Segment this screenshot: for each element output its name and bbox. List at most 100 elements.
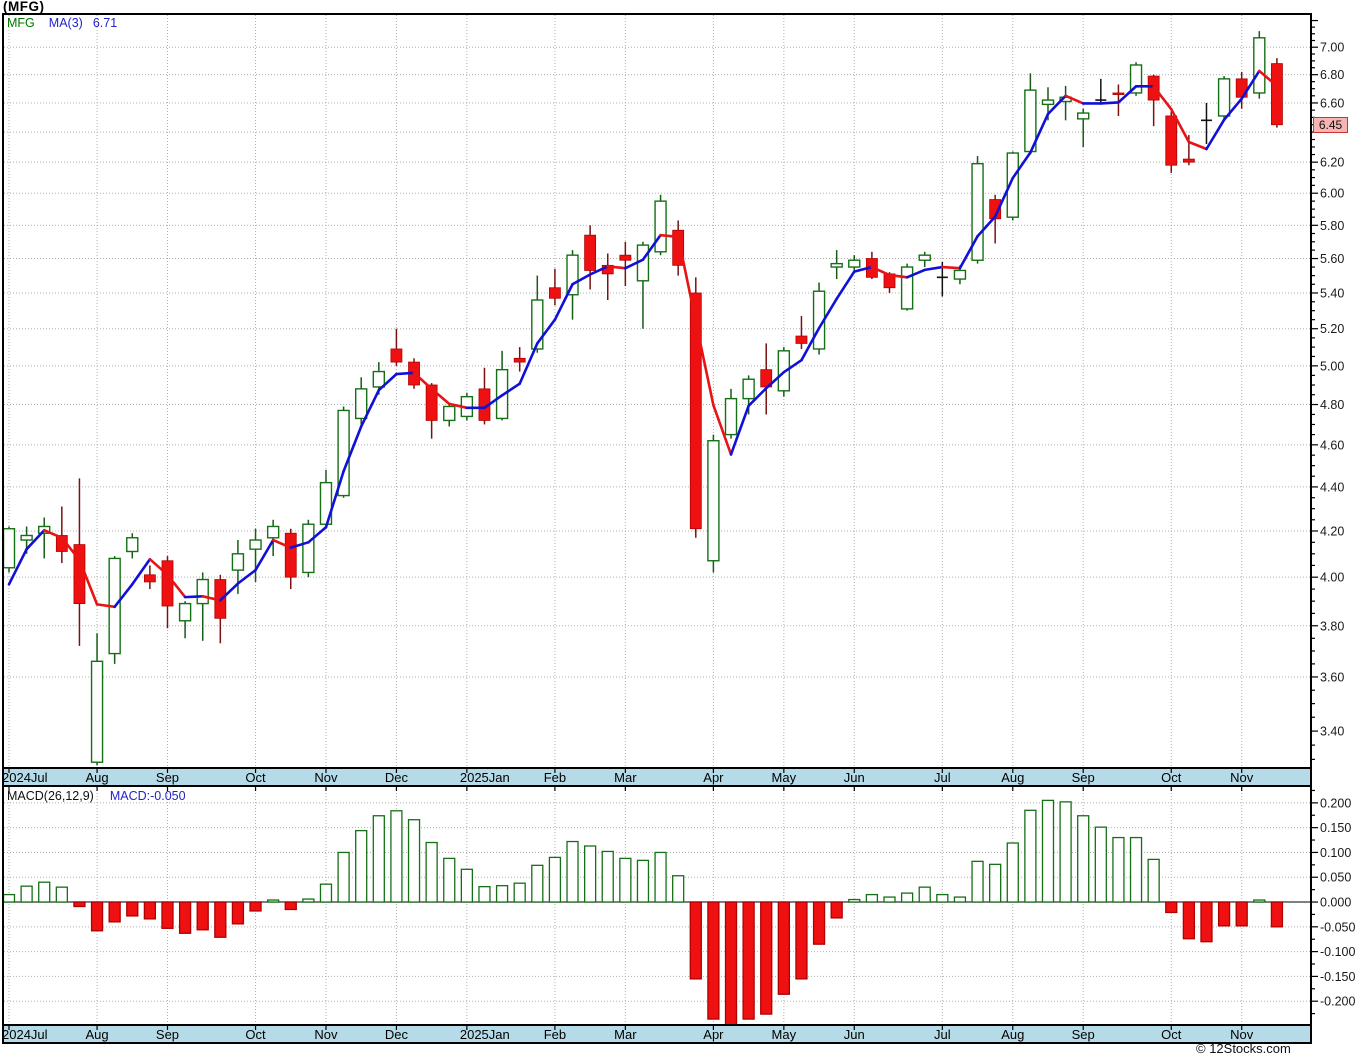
macd-bar	[266, 899, 280, 903]
price-axis-label: 4.20	[1320, 524, 1344, 538]
macd-bar	[566, 840, 579, 903]
macd-bar	[1200, 901, 1213, 943]
macd-bar	[1077, 815, 1090, 903]
ma3-segment	[624, 258, 645, 270]
price-axis-label: 6.60	[1320, 96, 1344, 110]
ma3-segment	[342, 425, 363, 473]
symbol-label: MFG	[7, 16, 35, 30]
ma3-segment	[712, 403, 733, 456]
ma3-segment	[1205, 118, 1226, 151]
ma3-segment	[1011, 151, 1032, 180]
ma3-segment	[535, 318, 557, 345]
ma3-segment	[747, 386, 768, 408]
candle-body-up	[900, 266, 914, 310]
candle-body-up	[178, 602, 192, 622]
candle-body-up	[20, 534, 33, 541]
macd-bar	[672, 875, 685, 903]
ma3-segment	[236, 568, 257, 585]
ma3-segment	[219, 582, 240, 602]
month-label: Aug	[1001, 770, 1024, 785]
candle-body-up	[654, 200, 667, 253]
candle-body-up	[372, 370, 386, 388]
macd-bar	[1094, 826, 1107, 903]
macd-bar	[231, 901, 245, 925]
ma3-segment	[359, 388, 381, 428]
month-label: Mar	[614, 1027, 637, 1042]
price-axis-label: 5.40	[1320, 286, 1344, 300]
ma3-segment	[430, 387, 451, 406]
macd-bar	[1217, 901, 1231, 927]
candle-body-up	[1077, 112, 1090, 120]
candle-body-up	[126, 537, 139, 553]
candle-body-up	[531, 299, 544, 350]
macd-bar	[989, 863, 1002, 903]
candle-body-down	[689, 292, 702, 530]
candle-body-up	[918, 254, 931, 261]
macd-axis-label: 0.200	[1320, 796, 1351, 810]
macd-bar	[108, 901, 121, 923]
ma3-segment	[78, 558, 99, 606]
month-label: Feb	[544, 1027, 566, 1042]
ma3-line	[7, 69, 1279, 609]
candle-body-down	[795, 335, 808, 344]
macd-bar	[760, 901, 773, 1015]
macd-bar	[390, 810, 403, 903]
candle-body-up	[231, 553, 245, 571]
candle-body-down	[284, 532, 297, 578]
ma3-segment	[25, 528, 46, 551]
macd-bar	[337, 851, 350, 903]
month-label: Nov	[314, 1027, 338, 1042]
macd-bar	[1270, 901, 1284, 928]
macd-bar	[742, 901, 755, 1020]
month-label: Dec	[385, 1027, 409, 1042]
candle-body-up	[196, 578, 209, 605]
macd-bar	[777, 901, 790, 995]
macd-bar	[20, 885, 33, 903]
month-label: Oct	[1161, 770, 1182, 785]
macd-bar	[724, 901, 738, 1026]
ma3-segment	[1258, 69, 1279, 88]
macd-bar	[178, 901, 192, 934]
macd-bar	[1059, 801, 1072, 903]
candle-body-up	[1129, 64, 1143, 94]
month-label: Oct	[245, 770, 266, 785]
ma3-segment	[1240, 69, 1261, 100]
macd-bar	[1129, 836, 1143, 903]
current-price-badge: 6.45	[1313, 117, 1348, 133]
ma3-segment	[694, 320, 715, 407]
macd-bar	[478, 886, 491, 903]
macd-legend: MACD(26,12,9) MACD:-0.050	[7, 789, 186, 803]
macd-bar	[918, 886, 931, 903]
month-label: Apr	[703, 770, 724, 785]
month-label: Sep	[1072, 770, 1095, 785]
macd-bar	[689, 901, 702, 980]
price-axis-label: 4.60	[1320, 438, 1344, 452]
ma3-segment	[113, 583, 134, 609]
macd-histogram	[2, 799, 1284, 1026]
price-axis-label: 3.80	[1320, 619, 1344, 633]
ma3-segment	[412, 371, 433, 391]
macd-bar	[460, 868, 474, 903]
price-axis-label: 6.00	[1320, 187, 1344, 201]
macd-value-label: MACD:-0.050	[109, 789, 186, 803]
macd-bar	[812, 901, 826, 945]
macd-bar	[865, 893, 879, 903]
price-axis-label: 4.00	[1320, 571, 1344, 585]
month-label: 2024Jul	[2, 1027, 48, 1042]
macd-bar	[38, 881, 51, 903]
ma3-segment	[1099, 101, 1120, 105]
macd-bar	[636, 859, 650, 903]
price-axis-label: 5.20	[1320, 322, 1344, 336]
ma3-segment	[166, 573, 187, 599]
macd-bar	[531, 864, 544, 903]
ma3-segment	[1187, 140, 1208, 151]
candle-body-up	[971, 162, 984, 261]
ma3-segment	[395, 371, 416, 376]
price-axis-label: 4.80	[1320, 398, 1344, 412]
credit-link[interactable]: © 12Stocks.com	[1196, 1041, 1291, 1056]
candle-body-down	[1271, 63, 1283, 126]
candle-body-up	[2, 528, 16, 569]
candle-doji-body	[936, 276, 948, 279]
month-label: Feb	[544, 770, 566, 785]
